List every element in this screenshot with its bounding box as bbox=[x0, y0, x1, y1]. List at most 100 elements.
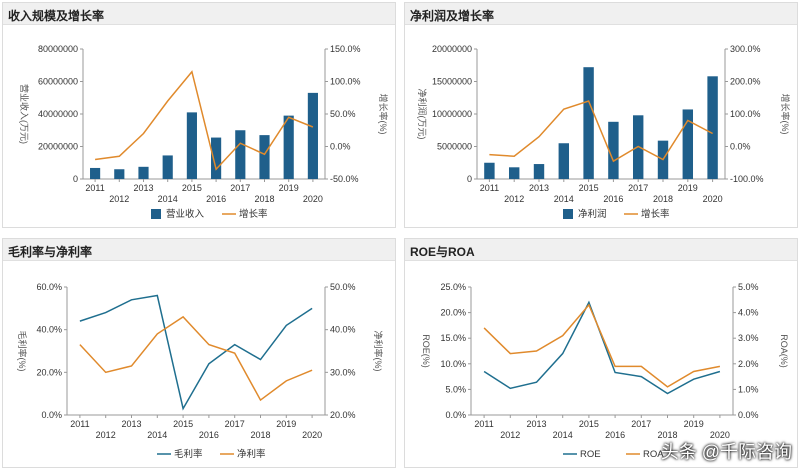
right-tick-label: 200.0% bbox=[730, 77, 761, 87]
bar-2015 bbox=[583, 67, 594, 179]
x-tick-label: 2014 bbox=[554, 194, 574, 204]
legend-label: 毛利率 bbox=[174, 448, 203, 460]
left-axis-title: 毛利率(%) bbox=[17, 331, 28, 372]
right-tick-label: 0.0% bbox=[730, 142, 751, 152]
legend-label: 营业收入 bbox=[166, 208, 205, 220]
left-axis-title: ROE(%) bbox=[421, 334, 431, 368]
right-tick-label: 0.0% bbox=[330, 142, 351, 152]
right-tick-label: 30.0% bbox=[330, 367, 356, 377]
panel-header: 净利润及增长率 bbox=[405, 3, 797, 25]
panel-revenue: 收入规模及增长率 0 20000000 40000000 60000000 800000… bbox=[2, 2, 396, 228]
left-tick-label: 20.0% bbox=[36, 367, 62, 377]
bar-2014 bbox=[558, 143, 570, 179]
x-tick-label: 2017 bbox=[230, 183, 250, 193]
right-tick-label: 150.0% bbox=[330, 44, 361, 54]
x-tick-label: 2015 bbox=[182, 183, 202, 193]
right-tick-label: 0.0% bbox=[738, 410, 759, 420]
right-tick-label: -100.0% bbox=[730, 174, 764, 184]
left-tick-label: 20000000 bbox=[38, 142, 78, 152]
x-tick-label: 2019 bbox=[279, 183, 299, 193]
bar-2012 bbox=[508, 167, 520, 179]
revenue-chart: 0 20000000 40000000 60000000 80000000 -50.0% 0… bbox=[19, 44, 389, 220]
bar-2019 bbox=[682, 109, 694, 179]
x-tick-label: 2013 bbox=[121, 419, 141, 429]
x-tick-label: 2012 bbox=[504, 194, 524, 204]
legend-swatch-bar bbox=[563, 209, 573, 219]
bar-2011 bbox=[484, 162, 495, 179]
roe-roa-chart: 0.0% 5.0% 10.0% 15.0% 20.0% 25.0% 0.0% 1.0% 2.0%… bbox=[421, 282, 789, 460]
x-tick-label: 2012 bbox=[109, 194, 129, 204]
series-line-1 bbox=[483, 303, 721, 388]
panel-roe-roa: ROE与ROA 0.0% 5.0% 10.0% 15.0% 20.0% 25.0% 0.0%… bbox=[404, 238, 798, 468]
x-tick-label: 2018 bbox=[254, 194, 274, 204]
right-tick-label: 3.0% bbox=[738, 333, 759, 343]
series-line-1 bbox=[95, 70, 314, 171]
bar-2013 bbox=[138, 166, 149, 179]
x-tick-label: 2020 bbox=[710, 430, 730, 440]
series-line-0 bbox=[483, 300, 721, 395]
left-tick-label: 10000000 bbox=[432, 109, 472, 119]
left-tick-label: 0.0% bbox=[41, 410, 62, 420]
x-tick-label: 2020 bbox=[703, 194, 723, 204]
left-tick-label: 20000000 bbox=[432, 44, 472, 54]
margins-chart: 0.0% 20.0% 40.0% 60.0% 20.0% 30.0% 40.0% 50.0% 毛… bbox=[17, 282, 384, 460]
bar-2015 bbox=[186, 112, 197, 179]
x-tick-label: 2012 bbox=[500, 430, 520, 440]
x-tick-label: 2011 bbox=[85, 183, 104, 193]
right-axis-title: 增长率(%) bbox=[378, 94, 389, 135]
bar-2014 bbox=[162, 155, 173, 179]
left-tick-label: 15.0% bbox=[440, 333, 466, 343]
x-tick-label: 2017 bbox=[628, 183, 648, 193]
panel-header: 收入规模及增长率 bbox=[3, 3, 395, 25]
x-tick-label: 2011 bbox=[480, 183, 499, 193]
bar-2013 bbox=[533, 164, 545, 179]
x-tick-label: 2016 bbox=[603, 194, 623, 204]
x-tick-label: 2020 bbox=[303, 194, 323, 204]
bar-2016 bbox=[211, 137, 222, 179]
left-axis-title: 营业收入(万元) bbox=[19, 84, 30, 144]
right-tick-label: 100.0% bbox=[330, 77, 361, 87]
right-tick-label: 20.0% bbox=[330, 410, 356, 420]
x-tick-label: 2017 bbox=[631, 419, 651, 429]
left-tick-label: 0.0% bbox=[445, 410, 466, 420]
bar-2020 bbox=[307, 92, 318, 179]
left-tick-label: 20.0% bbox=[440, 308, 466, 318]
panel-title: 净利润及增长率 bbox=[410, 9, 495, 23]
left-tick-label: 40000000 bbox=[38, 109, 78, 119]
right-axis-title: 增长率(%) bbox=[780, 94, 791, 135]
panel-net-profit: 净利润及增长率 0 5000000 10000000 15000000 20000000… bbox=[404, 2, 798, 228]
x-tick-label: 2014 bbox=[553, 430, 573, 440]
left-tick-label: 0 bbox=[73, 174, 78, 184]
x-tick-label: 2018 bbox=[657, 430, 677, 440]
x-tick-label: 2014 bbox=[158, 194, 178, 204]
x-tick-label: 2013 bbox=[529, 183, 549, 193]
bar-2020 bbox=[707, 76, 718, 179]
legend-label: ROA bbox=[643, 449, 664, 460]
panel-title: 毛利率与净利率 bbox=[8, 245, 93, 259]
x-tick-label: 2020 bbox=[302, 430, 322, 440]
panel-title: ROE与ROA bbox=[410, 245, 475, 259]
x-tick-label: 2018 bbox=[250, 430, 270, 440]
right-axis-title: 净利率(%) bbox=[373, 331, 384, 372]
x-tick-label: 2018 bbox=[653, 194, 673, 204]
x-tick-label: 2019 bbox=[276, 419, 296, 429]
panel-margins: 毛利率与净利率 0.0% 20.0% 40.0% 60.0% 20.0% 30.0% 40.… bbox=[2, 238, 396, 468]
right-tick-label: 4.0% bbox=[738, 308, 759, 318]
panel-header: 毛利率与净利率 bbox=[3, 239, 395, 261]
x-tick-label: 2013 bbox=[133, 183, 153, 193]
left-axis-title: 净利润(万元) bbox=[417, 89, 428, 140]
left-tick-label: 80000000 bbox=[38, 44, 78, 54]
legend-swatch-bar bbox=[151, 209, 161, 219]
x-tick-label: 2019 bbox=[684, 419, 704, 429]
right-tick-label: -50.0% bbox=[330, 174, 359, 184]
right-tick-label: 50.0% bbox=[330, 109, 356, 119]
right-tick-label: 5.0% bbox=[738, 282, 759, 292]
right-tick-label: 100.0% bbox=[730, 109, 761, 119]
bar-2017 bbox=[235, 130, 246, 179]
x-tick-label: 2015 bbox=[579, 419, 599, 429]
left-tick-label: 60.0% bbox=[36, 282, 62, 292]
x-tick-label: 2011 bbox=[474, 419, 493, 429]
bar-2016 bbox=[608, 121, 619, 179]
left-tick-label: 25.0% bbox=[440, 282, 466, 292]
right-tick-label: 1.0% bbox=[738, 384, 759, 394]
